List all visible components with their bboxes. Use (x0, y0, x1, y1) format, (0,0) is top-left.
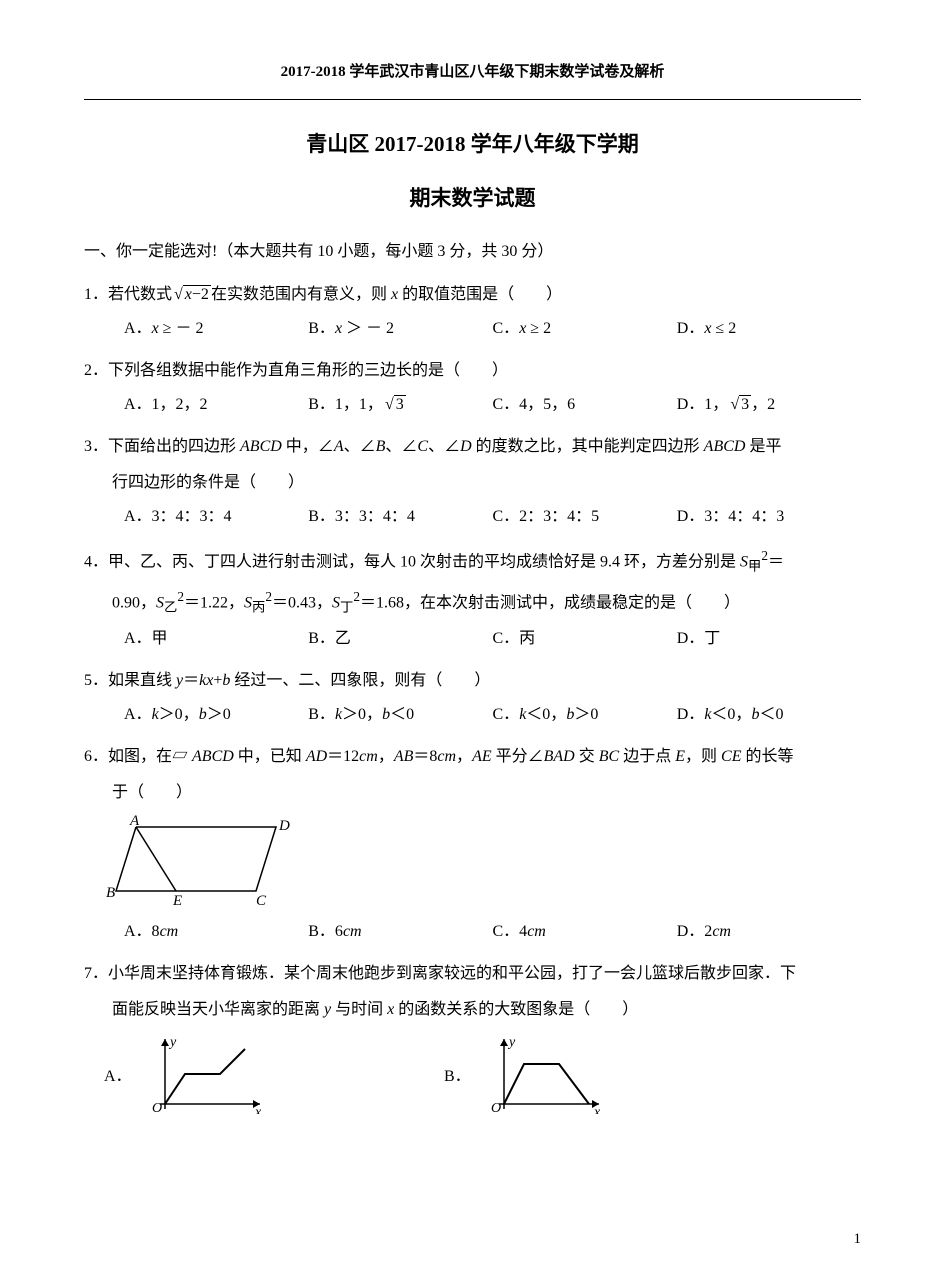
q7-graph-row: A． O x y B． O x y (104, 1034, 861, 1114)
q6-opt-a: A．8cm (124, 916, 308, 948)
var-x: x (391, 286, 398, 303)
q1-opt-d: D．x ≤ 2 (677, 313, 861, 345)
q5-opt-b: B．k＞0，b＜0 (308, 699, 492, 731)
q6-opt-d: D．2cm (677, 916, 861, 948)
q1-stem-tail: 的取值范围是（ ） (398, 286, 562, 303)
svg-text:O: O (152, 1101, 162, 1114)
q5-options: A．k＞0，b＞0 B．k＞0，b＜0 C．k＜0，b＞0 D．k＜0，b＜0 (124, 699, 861, 731)
q1-stem-post: 在实数范围内有意义，则 (211, 286, 391, 303)
question-2: 2．下列各组数据中能作为直角三角形的三边长的是（ ） (84, 355, 861, 387)
q1-opt-c: C．x ≥ 2 (493, 313, 677, 345)
q4-opt-d: D．丁 (677, 623, 861, 655)
svg-text:x: x (254, 1105, 262, 1114)
question-4: 4．甲、乙、丙、丁四人进行射击测试，每人 10 次射击的平均成绩恰好是 9.4 … (84, 543, 861, 580)
label-b: B (106, 885, 115, 901)
q1-opt-a: A．x ≥ － 2 (124, 313, 308, 345)
q6-figure: A D B E C (106, 815, 861, 912)
q6-opt-c: C．4cm (493, 916, 677, 948)
q2-opt-c: C．4，5，6 (493, 389, 677, 421)
q3-opt-d: D．3：4：4：3 (677, 501, 861, 533)
svg-text:y: y (507, 1035, 516, 1050)
question-6-line2: 于（ ） (84, 777, 861, 809)
label-e: E (172, 893, 182, 907)
sqrt-x-minus-2: x−2 (172, 279, 211, 311)
q3-opt-b: B．3：3：4：4 (308, 501, 492, 533)
q4-opt-a: A．甲 (124, 623, 308, 655)
q3-opt-a: A．3：4：3：4 (124, 501, 308, 533)
page-number: 1 (854, 1231, 862, 1248)
svg-text:O: O (491, 1101, 501, 1114)
question-7: 7．小华周末坚持体育锻炼．某个周末他跑步到离家较远的和平公园，打了一会儿篮球后散… (84, 958, 861, 990)
q1-opt-b: B．x ＞ － 2 (308, 313, 492, 345)
q4-opt-c: C．丙 (493, 623, 677, 655)
svg-text:y: y (168, 1035, 177, 1050)
label-a: A (129, 815, 140, 829)
question-6: 6．如图，在▱ ABCD 中，已知 AD＝12cm，AB＝8cm，AE 平分∠B… (84, 741, 861, 773)
q3-options: A．3：4：3：4 B．3：3：4：4 C．2：3：4：5 D．3：4：4：3 (124, 501, 861, 533)
q2-opt-a: A．1，2，2 (124, 389, 308, 421)
q1-stem-pre: 1．若代数式 (84, 286, 172, 303)
label-c: C (256, 893, 267, 907)
page-header: 2017-2018 学年武汉市青山区八年级下期末数学试卷及解析 (84, 60, 861, 100)
question-7-line2: 面能反映当天小华离家的距离 y 与时间 x 的函数关系的大致图象是（ ） (84, 994, 861, 1026)
q7-opt-a: A． O x y (104, 1034, 444, 1114)
q5-opt-a: A．k＞0，b＞0 (124, 699, 308, 731)
question-3: 3．下面给出的四边形 ABCD 中，∠A、∠B、∠C、∠D 的度数之比，其中能判… (84, 431, 861, 463)
question-3-line2: 行四边形的条件是（ ） (84, 467, 861, 499)
question-5: 5．如果直线 y＝kx+b 经过一、二、四象限，则有（ ） (84, 665, 861, 697)
q6-opt-b: B．6cm (308, 916, 492, 948)
q4-options: A．甲 B．乙 C．丙 D．丁 (124, 623, 861, 655)
q2-opt-b: B．1，1，3 (308, 389, 492, 421)
section-1-heading: 一、你一定能选对!（本大题共有 10 小题，每小题 3 分，共 30 分） (84, 238, 861, 267)
q7-opt-b: B． O x y (444, 1034, 784, 1114)
graph-b-icon: O x y (479, 1034, 609, 1114)
q2-opt-d: D．1，3，2 (677, 389, 861, 421)
q5-opt-d: D．k＜0，b＜0 (677, 699, 861, 731)
q4-opt-b: B．乙 (308, 623, 492, 655)
title-line-2: 期末数学试题 (84, 182, 861, 212)
graph-a-icon: O x y (140, 1034, 270, 1114)
q3-opt-c: C．2：3：4：5 (493, 501, 677, 533)
title-line-1: 青山区 2017-2018 学年八年级下学期 (84, 128, 861, 158)
label-d: D (278, 818, 290, 834)
q2-options: A．1，2，2 B．1，1，3 C．4，5，6 D．1，3，2 (124, 389, 861, 421)
q6-options: A．8cm B．6cm C．4cm D．2cm (124, 916, 861, 948)
question-1: 1．若代数式x−2在实数范围内有意义，则 x 的取值范围是（ ） (84, 279, 861, 311)
svg-text:x: x (593, 1105, 601, 1114)
question-4-line2: 0.90，S乙2＝1.22，S丙2＝0.43，S丁2＝1.68，在本次射击测试中… (84, 584, 861, 621)
q5-opt-c: C．k＜0，b＞0 (493, 699, 677, 731)
q1-options: A．x ≥ － 2 B．x ＞ － 2 C．x ≥ 2 D．x ≤ 2 (124, 313, 861, 345)
